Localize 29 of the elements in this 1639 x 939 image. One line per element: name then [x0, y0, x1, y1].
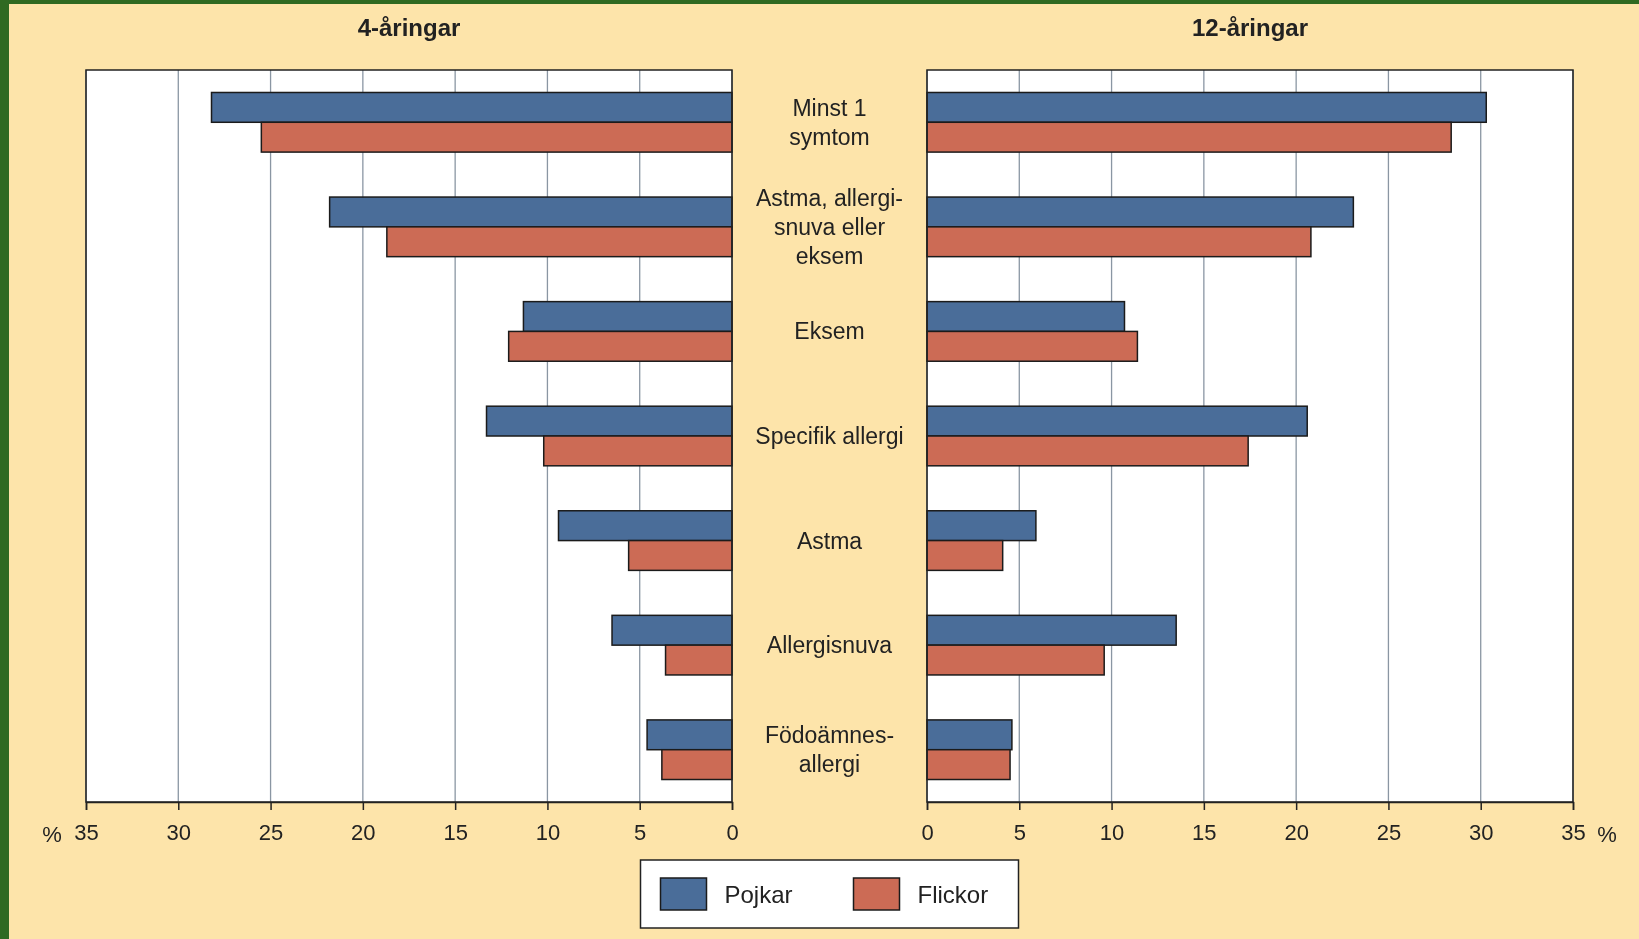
x-tick-label: 20 [1284, 819, 1309, 845]
x-tick-label: 10 [535, 819, 561, 845]
legend-label: Flickor [917, 881, 989, 908]
x-tick-label: 25 [1376, 819, 1402, 845]
x-tick-label: 35 [1561, 819, 1586, 845]
x-axis-title: % [42, 822, 62, 847]
x-tick-label: 30 [166, 819, 192, 845]
x-tick-label: 15 [1192, 819, 1217, 845]
legend-label: Pojkar [724, 881, 793, 908]
y-tick-label: Minst 1 symtom [789, 94, 870, 150]
x-tick-label: 5 [1013, 819, 1026, 845]
x-tick-label: 0 [921, 819, 934, 845]
chart-title: 4-åringar [357, 14, 461, 41]
x-tick-label: 25 [258, 819, 284, 845]
x-tick-label: 15 [443, 819, 468, 845]
y-tick-label: Specifik allergi [755, 423, 904, 449]
x-tick-label: 0 [726, 819, 739, 845]
x-tick-label: 35 [74, 819, 99, 845]
y-tick-label: Astma [796, 527, 863, 554]
x-tick-label: 5 [634, 819, 647, 845]
x-axis-title: % [1597, 822, 1617, 847]
x-tick-label: 20 [351, 819, 376, 845]
y-tick-label: Födoämnes- allergi [764, 722, 895, 778]
x-tick-label: 30 [1468, 819, 1494, 845]
y-tick-label: Allergisnuva [766, 632, 893, 659]
y-tick-label: Eksem [794, 318, 865, 345]
x-tick-label: 10 [1099, 819, 1125, 845]
chart-title: 12-åringar [1191, 14, 1309, 41]
y-tick-label: Astma, allergi- snuva eller eksem [756, 184, 903, 269]
